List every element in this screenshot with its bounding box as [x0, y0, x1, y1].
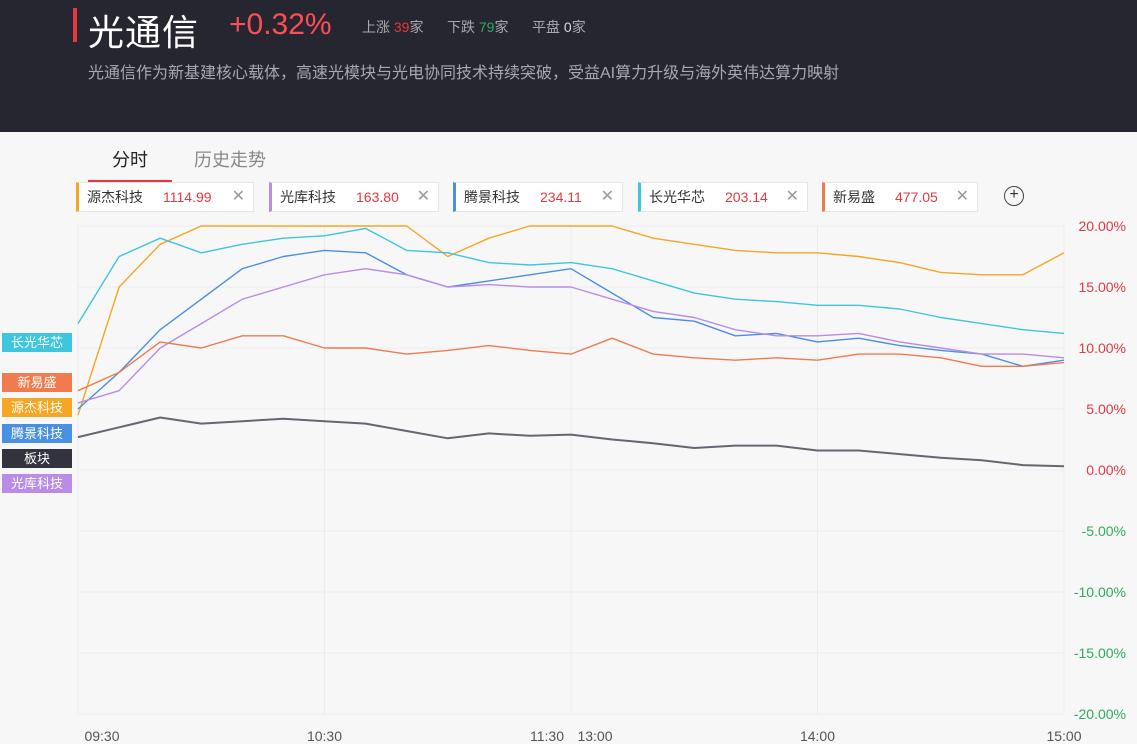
close-icon[interactable]: ✕	[231, 188, 245, 205]
page-title: 光通信	[88, 12, 200, 53]
side-label-xinyisheng: 新易盛	[2, 373, 72, 392]
header-bar: 光通信 +0.32% 上涨 39家 下跌 79家 平盘 0家 光通信作为新基建核…	[0, 0, 1137, 132]
flat-count: 0	[563, 19, 572, 35]
title-accent-bar	[73, 8, 77, 42]
close-icon[interactable]: ✕	[416, 188, 430, 205]
tab-history[interactable]: 历史走势	[194, 150, 266, 170]
stock-chip-price: 234.11	[540, 189, 582, 205]
sector-change: +0.32%	[229, 8, 332, 41]
down-unit: 家	[494, 19, 509, 35]
down-count: 79	[478, 19, 495, 35]
y-tick-label: -5.00%	[1082, 523, 1126, 539]
y-tick-label: 5.00%	[1086, 401, 1126, 417]
stock-chip-xinyisheng[interactable]: 新易盛 477.05 ✕	[822, 182, 978, 212]
series-line	[77, 335, 1065, 392]
x-tick-label: 10:30	[307, 728, 342, 744]
x-tick-label: 09:30	[84, 728, 119, 744]
stock-chip-price: 203.14	[725, 189, 768, 205]
stock-chip-name: 腾景科技	[464, 189, 520, 205]
series-line	[77, 416, 1065, 468]
stock-chip-price: 477.05	[895, 189, 938, 205]
sector-description: 光通信作为新基建核心载体，高速光模块与光电协同技术持续突破，受益AI算力升级与海…	[88, 65, 840, 82]
series-line	[77, 227, 1065, 335]
y-tick-label: -10.00%	[1074, 584, 1126, 600]
side-label-changguang: 长光华芯	[2, 333, 72, 352]
plus-circle-icon[interactable]: +	[1004, 186, 1024, 206]
x-tick-label: 15:00	[1046, 728, 1081, 744]
flat-unit: 家	[571, 19, 586, 35]
stock-chip-name: 源杰科技	[87, 189, 143, 205]
y-tick-label: -20.00%	[1074, 706, 1126, 722]
close-icon[interactable]: ✕	[955, 188, 969, 205]
close-icon[interactable]: ✕	[600, 188, 614, 205]
y-tick-label: 20.00%	[1079, 218, 1126, 234]
series-line	[77, 225, 1065, 416]
stock-chip-tengjing[interactable]: 腾景科技 234.11 ✕	[453, 182, 623, 212]
up-count: 39	[393, 19, 410, 35]
stock-chip-name: 长光华芯	[649, 189, 705, 205]
up-count-stat: 上涨 39家	[362, 17, 423, 37]
x-tick-label: 13:00	[577, 728, 612, 744]
x-tick-label: 11:30	[530, 728, 564, 744]
series-line	[77, 268, 1065, 404]
stock-chip-name: 新易盛	[833, 189, 875, 205]
series-line	[77, 249, 1065, 410]
flat-count-stat: 平盘 0家	[532, 17, 586, 37]
stock-chip-yuanjie[interactable]: 源杰科技 1114.99 ✕	[76, 182, 254, 212]
stock-chip-price: 1114.99	[163, 189, 212, 205]
stock-chip-changguang[interactable]: 长光华芯 203.14 ✕	[638, 182, 808, 212]
down-count-stat: 下跌 79家	[447, 17, 508, 37]
y-tick-label: -15.00%	[1074, 645, 1126, 661]
close-icon[interactable]: ✕	[785, 188, 799, 205]
side-label-tengjing: 腾景科技	[2, 424, 72, 443]
up-unit: 家	[409, 19, 424, 35]
down-label: 下跌	[447, 19, 475, 35]
intraday-line-chart: 20.00% 15.00% 10.00% 5.00% 0.00% -5.00% -10.00…	[77, 218, 1126, 744]
y-tick-label: 10.00%	[1079, 340, 1126, 356]
side-label-sector: 板块	[2, 449, 72, 468]
side-label-guangku: 光库科技	[2, 474, 72, 493]
y-tick-label: 15.00%	[1079, 279, 1126, 295]
stock-chip-name: 光库科技	[280, 189, 336, 205]
y-tick-label: 0.00%	[1086, 462, 1126, 478]
side-label-yuanjie: 源杰科技	[2, 398, 72, 417]
stock-chip-guangku[interactable]: 光库科技 163.80 ✕	[269, 182, 439, 212]
flat-label: 平盘	[532, 19, 560, 35]
tab-intraday[interactable]: 分时	[88, 146, 172, 182]
tab-bar: 分时 历史走势	[0, 132, 1137, 182]
stock-chip-price: 163.80	[356, 189, 399, 205]
x-tick-label: 14:00	[800, 728, 835, 744]
up-label: 上涨	[362, 19, 390, 35]
